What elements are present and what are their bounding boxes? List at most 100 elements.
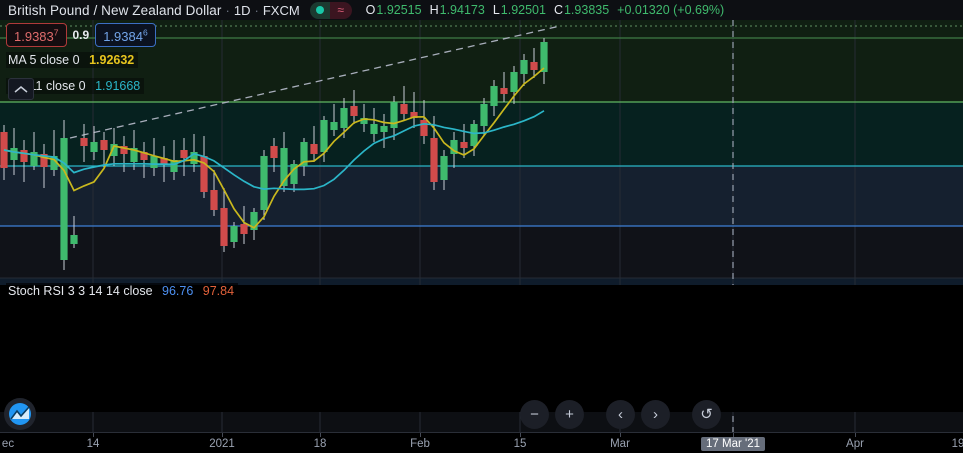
candle-body: [50, 156, 58, 170]
ma5-line: [3, 67, 545, 229]
candle-series: [0, 38, 548, 270]
stoch-d-value: 97.84: [202, 284, 235, 298]
candle-body: [510, 72, 518, 92]
price-band-dark-zone: [0, 226, 963, 278]
ask-price: 1.93846: [103, 28, 148, 45]
candle-body: [250, 212, 258, 230]
quote-row: 1.93837 0.9 1.93846: [6, 23, 156, 48]
low-label: L: [492, 3, 500, 17]
candle-body: [270, 146, 278, 158]
candle-body: [170, 160, 178, 172]
candle-body: [190, 152, 198, 164]
ma11-value: 1.91668: [95, 79, 141, 93]
axis-tick: [320, 433, 321, 437]
ma11-line: [3, 110, 545, 191]
approx-badge-icon[interactable]: ≈: [329, 1, 352, 19]
stoch-title: Stoch RSI 3 3 14 14 close: [8, 284, 153, 298]
zoom-in-button[interactable]: +: [555, 400, 584, 429]
chart-mountain-icon: [9, 403, 31, 425]
close-value: 1.93835: [563, 3, 610, 17]
candle-body: [70, 235, 78, 244]
candle-body: [90, 142, 98, 152]
zoom-out-button[interactable]: −: [520, 400, 549, 429]
candle-body: [210, 190, 218, 210]
collapse-pane-button[interactable]: [8, 78, 34, 100]
candle-body: [290, 164, 298, 184]
axis-label: 2021: [209, 438, 235, 450]
stoch-k-value: 96.76: [162, 284, 194, 298]
timeframe-label[interactable]: 1D: [233, 2, 251, 18]
scroll-right-button[interactable]: ›: [641, 400, 670, 429]
candle-body: [410, 112, 418, 118]
candle-body: [380, 126, 388, 132]
candle-body: [340, 108, 348, 128]
candle-body: [310, 144, 318, 154]
ma5-value: 1.92632: [89, 53, 135, 67]
tradingview-logo-button[interactable]: [4, 398, 36, 430]
candle-body: [530, 62, 538, 70]
header-separator-2: ·: [254, 2, 259, 18]
candle-body: [240, 224, 248, 234]
spread-value: 0.9: [72, 28, 90, 43]
low-value: 1.92501: [500, 3, 546, 17]
open-label: O: [365, 3, 376, 17]
candle-body: [300, 142, 308, 166]
price-band-upper-green-zone: [0, 20, 963, 102]
chart-header: British Pound / New Zealand Dollar · 1D …: [0, 0, 963, 20]
price-band-navy-zone: [0, 166, 963, 226]
chevron-up-icon: [14, 85, 28, 93]
symbol-name[interactable]: British Pound / New Zealand Dollar: [8, 2, 222, 18]
candle-body: [120, 146, 128, 154]
candle-body: [100, 140, 108, 150]
axis-tick: [222, 433, 223, 437]
candle-body: [490, 86, 498, 106]
candle-body: [390, 102, 398, 128]
stoch-legend[interactable]: Stoch RSI 3 3 14 14 close 96.76 97.84: [6, 283, 239, 299]
axis-label: Mar: [610, 438, 630, 450]
candle-body: [420, 120, 428, 136]
ma5-legend[interactable]: MA 5 close 0 1.92632: [6, 52, 139, 68]
date-axis[interactable]: ec 14 2021 18 Feb 15 Mar 17 Mar '21 Apr 19: [0, 432, 963, 453]
candle-body: [110, 144, 118, 156]
candle-body: [220, 208, 228, 246]
stoch-rsi-pane[interactable]: [0, 285, 963, 412]
axis-tick: [420, 433, 421, 437]
candle-body: [470, 124, 478, 146]
candle-body: [360, 118, 368, 124]
exchange-label[interactable]: FXCM: [262, 2, 300, 18]
candle-body: [430, 138, 438, 182]
candle-body: [140, 152, 148, 160]
scroll-left-button[interactable]: ‹: [606, 400, 635, 429]
open-value: 1.92515: [376, 3, 422, 17]
reset-chart-button[interactable]: ↺: [692, 400, 721, 429]
market-open-dot-icon[interactable]: [309, 1, 330, 19]
axis-tick: [520, 433, 521, 437]
axis-tick: [93, 433, 94, 437]
candle-body: [330, 122, 338, 130]
candle-body: [230, 226, 238, 242]
axis-label: Apr: [846, 438, 864, 450]
candle-body: [480, 104, 488, 126]
axis-tick: [620, 433, 621, 437]
axis-label-current: 17 Mar '21: [701, 437, 765, 451]
candle-body: [10, 148, 18, 160]
header-separator-1: ·: [225, 2, 230, 18]
bid-price-box[interactable]: 1.93837: [6, 23, 67, 48]
candle-body: [260, 156, 268, 210]
axis-label: ec: [1, 438, 15, 450]
candle-body: [180, 150, 188, 158]
bid-price: 1.93837: [14, 28, 59, 45]
ohlc-readout: O 1.92515 H 1.94173 L 1.92501 C 1.93835 …: [366, 3, 725, 17]
candle-body: [520, 60, 528, 74]
high-label: H: [429, 3, 439, 17]
axis-label: 19: [951, 438, 963, 450]
axis-label: Feb: [410, 438, 430, 450]
ma5-title: MA 5 close 0: [8, 53, 80, 67]
candle-body: [350, 106, 358, 116]
status-badges: ≈: [309, 1, 352, 19]
candle-body: [20, 150, 28, 162]
ask-price-box[interactable]: 1.93846: [95, 23, 156, 48]
candle-body: [160, 158, 168, 164]
close-label: C: [553, 3, 563, 17]
